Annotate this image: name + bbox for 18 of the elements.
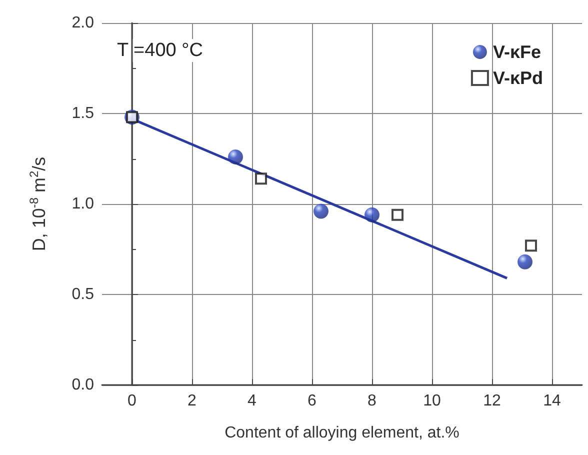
x-tick-label: 6 xyxy=(308,392,317,410)
x-tick-label: 0 xyxy=(128,392,137,410)
y-tick-label: 2.0 xyxy=(72,14,94,32)
y-tick-label: 1.0 xyxy=(72,196,94,212)
x-tick-label: 4 xyxy=(248,392,257,410)
x-tick-label: 12 xyxy=(483,392,501,410)
legend-label: V-κFe xyxy=(492,42,542,62)
x-tick-label: 8 xyxy=(368,392,377,410)
x-tick-label: 2 xyxy=(188,392,197,410)
y-tick-label: 1.5 xyxy=(72,105,94,122)
annotation: T =400 °C xyxy=(117,40,203,61)
y-tick-label: 0.5 xyxy=(72,286,94,303)
legend-label: V-κPd xyxy=(492,68,543,88)
x-tick-label: 10 xyxy=(423,392,441,410)
y-tick-label: 0.0 xyxy=(72,376,94,394)
y-axis-title: D, 10-8 m2/s xyxy=(27,156,49,252)
x-tick-label: 14 xyxy=(543,392,561,410)
x-axis-title: Content of alloying element, at.% xyxy=(224,424,460,442)
